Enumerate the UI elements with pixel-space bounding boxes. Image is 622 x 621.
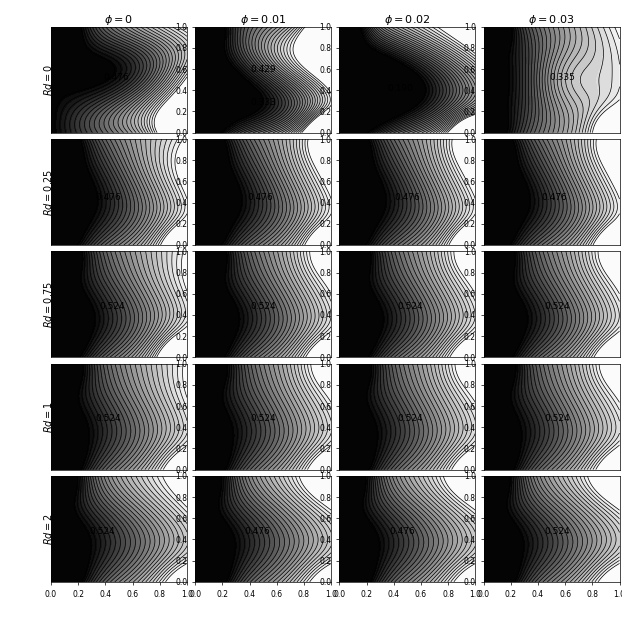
Text: 0.524: 0.524 [95,414,121,424]
Text: 0.476: 0.476 [248,193,273,202]
Text: 0.524: 0.524 [544,527,570,535]
Text: 0.476: 0.476 [103,73,129,82]
Title: $\phi = 0.01$: $\phi = 0.01$ [240,12,287,27]
Text: 0.524: 0.524 [544,414,570,424]
Text: 0.524: 0.524 [544,302,570,311]
Text: 0.524: 0.524 [100,302,125,311]
Text: 0.476: 0.476 [541,193,567,202]
Y-axis label: $Rd = 2$: $Rd = 2$ [42,513,54,545]
Text: 0.335: 0.335 [549,73,575,82]
Text: 0.524: 0.524 [90,527,116,535]
Y-axis label: $Rd = 0$: $Rd = 0$ [42,63,54,96]
Title: $\phi = 0.03$: $\phi = 0.03$ [528,12,575,27]
Text: 0.476: 0.476 [394,193,420,202]
Text: 0.524: 0.524 [251,302,276,311]
Text: 0.190: 0.190 [388,84,414,93]
Text: 0.476: 0.476 [389,527,415,535]
Text: 0.524: 0.524 [397,302,423,311]
Text: 0.476: 0.476 [95,193,121,202]
Y-axis label: $Rd = 1$: $Rd = 1$ [42,401,54,433]
Text: 0.524: 0.524 [397,414,423,424]
Y-axis label: $Rd = 0.25$: $Rd = 0.25$ [42,168,54,215]
Text: 0.524: 0.524 [251,414,276,424]
Y-axis label: $Rd = 0.75$: $Rd = 0.75$ [42,281,54,328]
Text: 0.429: 0.429 [251,65,276,73]
Title: $\phi = 0.02$: $\phi = 0.02$ [384,12,430,27]
Title: $\phi = 0$: $\phi = 0$ [104,12,134,27]
Text: 0.333: 0.333 [250,99,276,107]
Text: 0.476: 0.476 [245,527,271,535]
